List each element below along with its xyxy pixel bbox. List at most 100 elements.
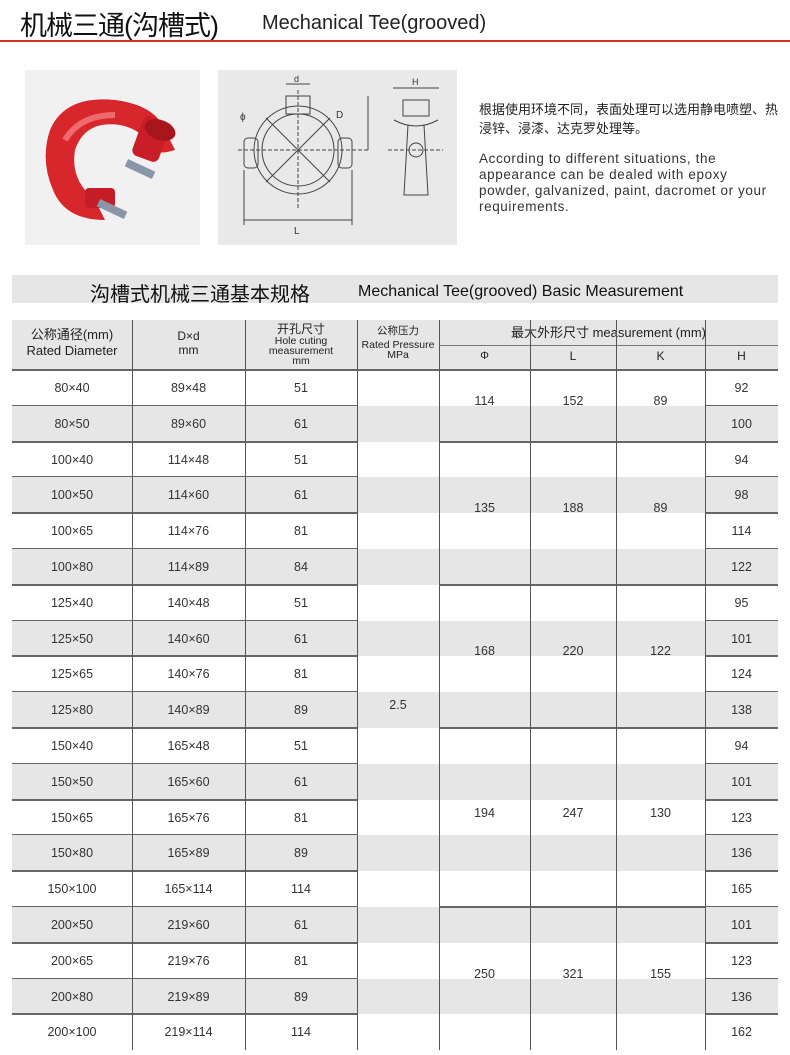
cell-rated-diameter: 200×50	[50, 917, 94, 932]
cell-dxd: 219×76	[167, 953, 210, 968]
row-line	[12, 870, 357, 873]
section-band	[12, 275, 778, 303]
cell-h: 101	[731, 774, 752, 789]
row-stripe	[12, 405, 778, 442]
cell-dxd: 140×89	[167, 703, 210, 718]
cell-l: 152	[562, 393, 584, 408]
page-title-cn: 机械三通(沟槽式)	[20, 11, 219, 41]
svg-text:ϕ: ϕ	[240, 112, 246, 123]
group-line	[439, 583, 705, 586]
row-stripe	[12, 835, 778, 872]
cell-dxd: 114×48	[167, 452, 210, 467]
cell-h: 101	[731, 917, 752, 932]
cell-rated-diameter: 80×50	[54, 416, 90, 431]
cell-rated-diameter: 100×50	[50, 488, 94, 503]
cell-hole: 84	[294, 559, 308, 574]
row-stripe	[12, 763, 778, 800]
cell-hole: 114	[291, 1025, 311, 1040]
row-line	[12, 727, 357, 729]
header-hole-en1: Hole cuting	[274, 335, 328, 347]
cell-l: 220	[562, 644, 584, 659]
cell-dxd: 89×60	[170, 416, 207, 431]
header-pressure-unit: MPa	[387, 349, 409, 361]
cell-dxd: 140×60	[167, 631, 210, 646]
cell-dxd: 165×48	[167, 738, 210, 753]
cell-hole: 61	[294, 631, 308, 646]
cell-dxd: 165×89	[167, 846, 210, 861]
cell-h: 94	[734, 452, 749, 467]
row-line	[705, 440, 778, 443]
cell-rated-diameter: 200×100	[47, 1025, 97, 1040]
row-stripe	[12, 907, 778, 943]
row-line	[12, 583, 357, 586]
cell-phi: 114	[474, 393, 495, 408]
cell-rated-diameter: 200×80	[50, 989, 94, 1004]
cell-rated-diameter: 125×50	[50, 631, 94, 646]
header-hole-en2: measurement	[268, 345, 334, 357]
cell-h: 94	[734, 738, 749, 753]
cell-rated-diameter: 125×65	[50, 667, 94, 682]
cell-dxd: 165×114	[164, 882, 213, 897]
cell-rated-diameter: 125×40	[50, 595, 94, 610]
header-l: L	[569, 349, 577, 363]
row-stripe	[12, 692, 778, 728]
cell-hole: 61	[294, 774, 308, 789]
cell-hole: 51	[294, 595, 308, 610]
cell-h: 114	[731, 524, 752, 539]
cell-hole: 89	[294, 989, 308, 1004]
page-title-en: Mechanical Tee(grooved)	[262, 12, 487, 34]
section-title-cn: 沟槽式机械三通基本规格	[90, 284, 310, 306]
cell-rated-diameter: 125×80	[50, 703, 94, 718]
cell-h: 136	[731, 989, 752, 1004]
cell-l: 321	[562, 966, 584, 981]
cell-h: 123	[731, 953, 752, 968]
row-line	[705, 655, 778, 658]
header-bottom-line	[12, 369, 778, 371]
row-line	[705, 583, 778, 586]
cell-rated-diameter: 150×80	[50, 846, 94, 861]
cell-hole: 61	[294, 488, 308, 503]
cell-phi: 250	[474, 966, 495, 981]
cell-phi: 168	[474, 644, 495, 659]
cell-dxd: 165×76	[167, 810, 210, 825]
header-measurement: 最大外形尺寸 measurement (mm)	[510, 325, 707, 340]
cell-hole: 81	[294, 953, 308, 968]
cell-hole: 114	[291, 882, 311, 897]
cell-dxd: 114×76	[167, 524, 210, 539]
header-hole-cn: 开孔尺寸	[276, 322, 325, 336]
row-line	[12, 512, 357, 515]
cell-dxd: 140×76	[167, 667, 210, 682]
cell-hole: 61	[294, 917, 308, 932]
cell-rated-diameter: 80×40	[54, 380, 90, 395]
row-line	[12, 798, 357, 801]
cell-hole: 89	[294, 846, 308, 861]
header-dxd: D×d	[177, 329, 200, 343]
cell-k: 89	[653, 393, 668, 408]
cell-rated-diameter: 200×65	[50, 953, 94, 968]
cell-phi: 194	[474, 805, 495, 820]
row-line	[705, 512, 778, 515]
cell-rated-diameter: 150×50	[50, 774, 94, 789]
header-h: H	[737, 349, 746, 363]
cell-k: 155	[650, 966, 671, 981]
cell-rated-diameter: 100×40	[50, 452, 94, 467]
cell-k: 130	[650, 805, 671, 820]
svg-text:d: d	[294, 74, 299, 84]
cell-hole: 81	[294, 667, 308, 682]
cell-hole: 61	[294, 416, 308, 431]
column-line	[132, 320, 133, 1051]
group-line	[439, 906, 705, 908]
header-hole-unit: mm	[292, 355, 310, 367]
column-line	[705, 320, 706, 1051]
cell-rated-diameter: 150×100	[47, 882, 97, 897]
cell-h: 136	[731, 846, 752, 861]
cell-dxd: 114×60	[167, 488, 210, 503]
cell-hole: 51	[294, 738, 308, 753]
cell-h: 124	[731, 667, 752, 682]
cell-hole: 51	[294, 452, 308, 467]
cell-h: 95	[734, 595, 749, 610]
cell-rated-diameter: 100×65	[50, 524, 94, 539]
column-line	[616, 320, 617, 1051]
